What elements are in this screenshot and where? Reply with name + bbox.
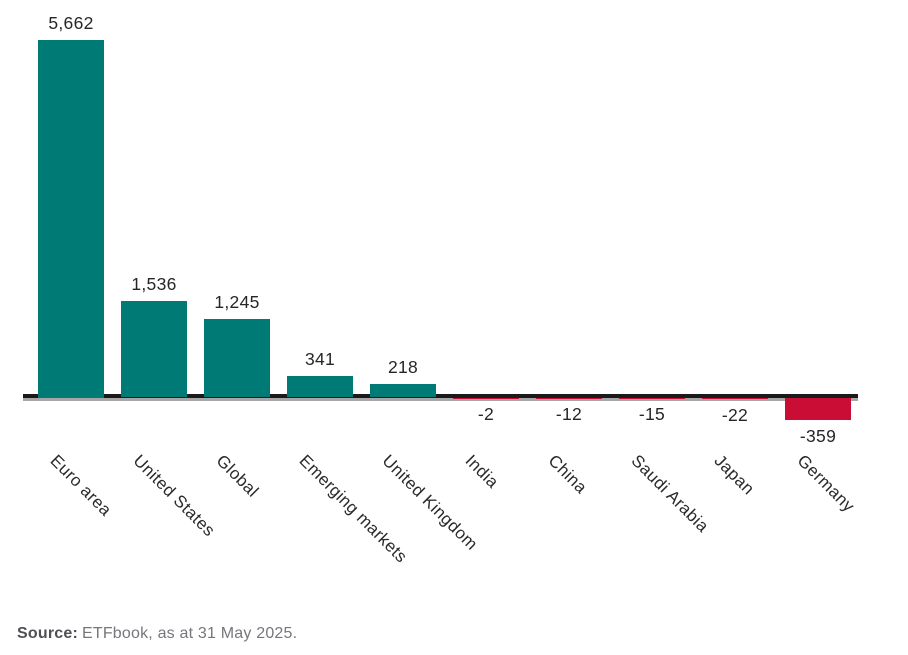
- x-axis-label-global: Global: [212, 451, 263, 501]
- bar-value-label-united-kingdom: 218: [387, 356, 419, 377]
- bar-value-label-china: -12: [555, 404, 583, 425]
- bar-value-label-germany: -359: [799, 426, 837, 447]
- bar-united-kingdom: [370, 383, 436, 398]
- x-axis-label-united-states: United States: [129, 451, 219, 541]
- source-label: Source:: [17, 625, 78, 642]
- bar-euro-area: [38, 40, 104, 398]
- bar-emerging-markets: [287, 375, 353, 398]
- source-note: Source: ETFbook, as at 31 May 2025.: [17, 625, 297, 643]
- bar-china: [536, 397, 602, 399]
- bar-united-states: [121, 300, 187, 398]
- bar-value-label-global: 1,245: [214, 291, 260, 312]
- x-axis-label-saudi-arabia: Saudi Arabia: [627, 451, 713, 537]
- x-axis-label-china: China: [544, 451, 591, 498]
- bar-value-label-japan: -22: [721, 404, 749, 425]
- x-axis-label-euro-area: Euro area: [46, 451, 116, 520]
- bar-value-label-euro-area: 5,662: [48, 13, 94, 33]
- zero-axis-line: [23, 394, 858, 398]
- x-axis-label-india: India: [461, 451, 503, 492]
- bar-value-label-india: -2: [477, 403, 495, 424]
- bar-value-label-saudi-arabia: -15: [638, 404, 666, 425]
- bar-germany: [785, 397, 851, 421]
- bar-value-label-emerging-markets: 341: [304, 348, 336, 369]
- bar-chart: 5,662 Euro area 1,536 United States 1,245 Glo…: [23, 13, 859, 567]
- bar-value-label-united-states: 1,536: [131, 273, 177, 294]
- x-axis-label-japan: Japan: [710, 451, 759, 499]
- source-text: ETFbook, as at 31 May 2025.: [81, 625, 298, 642]
- x-axis-line: [23, 397, 858, 401]
- x-axis-label-germany: Germany: [793, 451, 859, 516]
- bar-global: [204, 318, 270, 398]
- bar-japan: [702, 397, 768, 399]
- bar-saudi-arabia: [619, 397, 685, 399]
